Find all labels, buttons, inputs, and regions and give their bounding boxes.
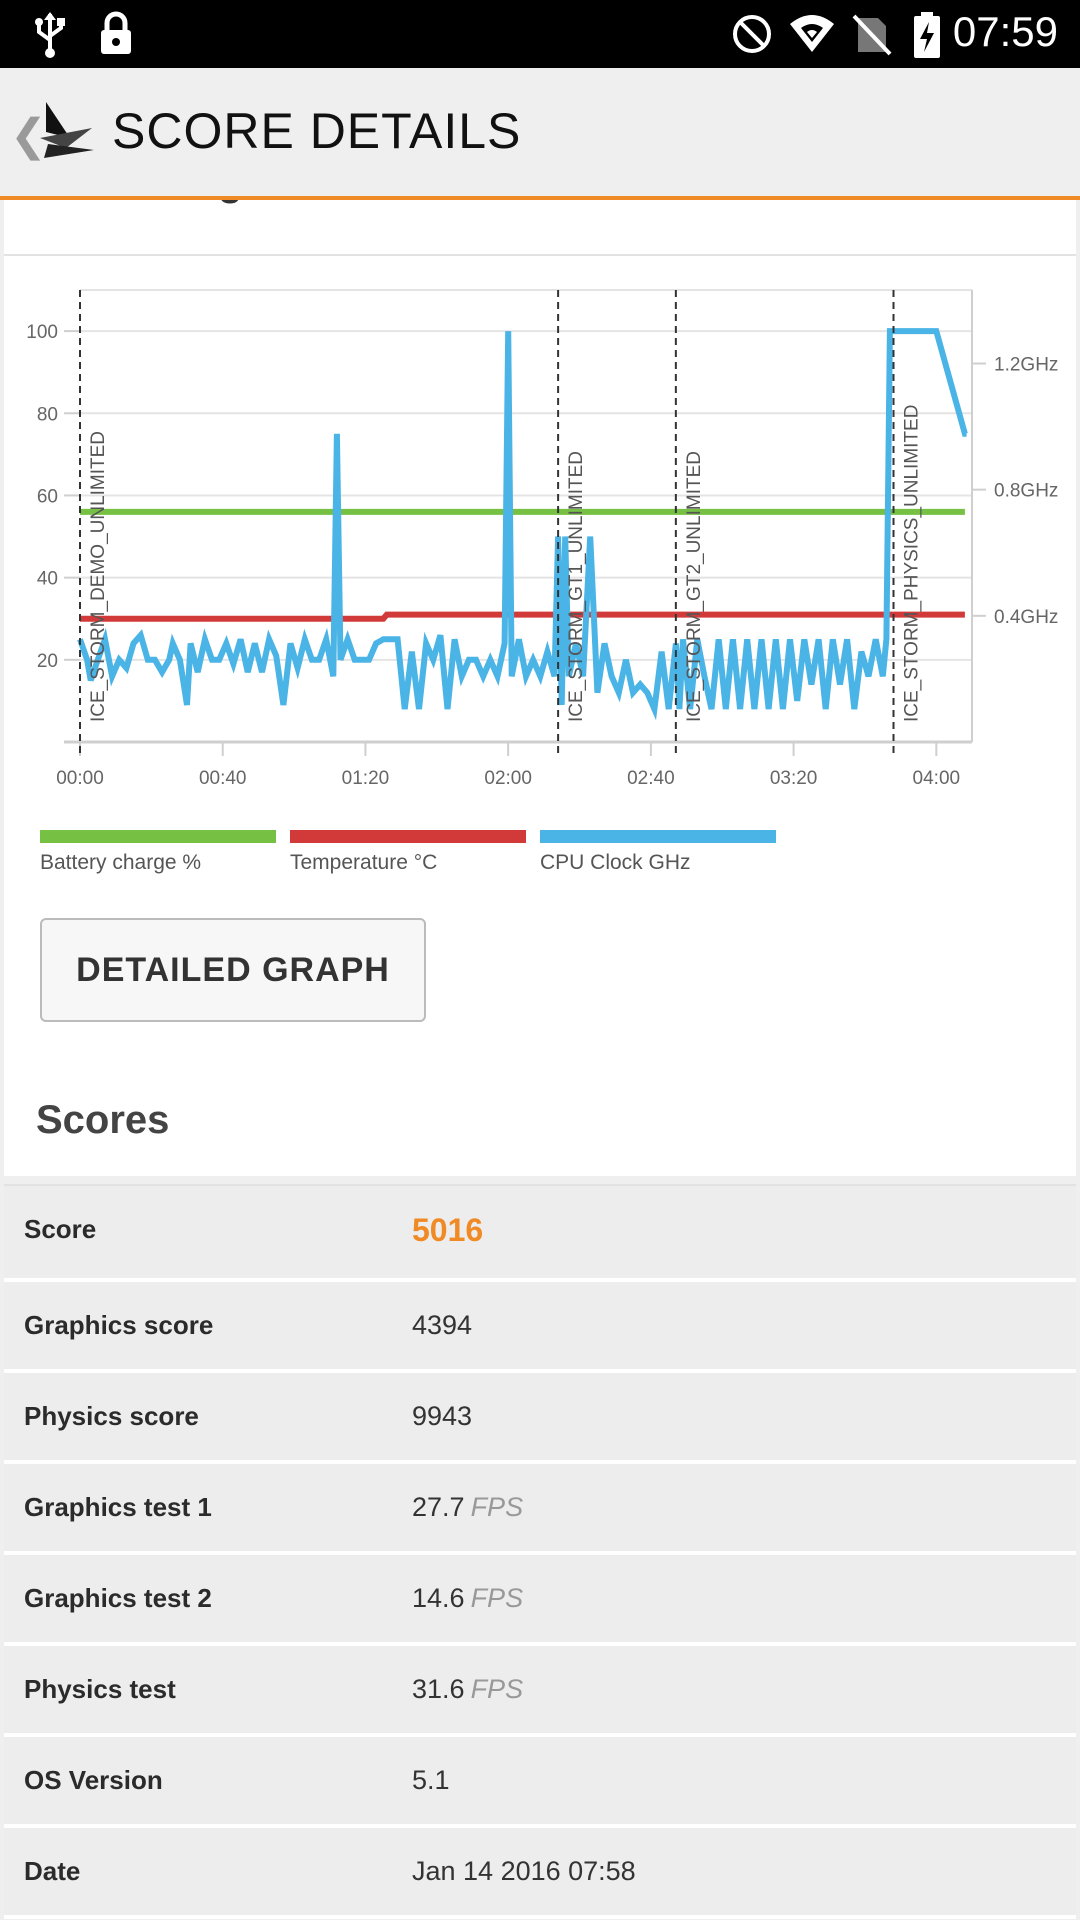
table-row: Physics score 9943 [4,1373,1076,1464]
row-label: Physics score [24,1401,199,1431]
monitoring-chart: 20 40 60 80 100 0.4GHz 0.8GHz 1.2GHz 00:00 00:40 0… [26,289,1058,789]
y-right-tick-label: 1.2GHz [994,354,1058,375]
divider [4,1184,1076,1186]
detailed-graph-button[interactable]: DETAILED GRAPH [40,918,426,1022]
x-tick-label: 03:20 [770,768,818,789]
row-value: 31.6 FPS [412,1674,523,1705]
row-value: Jan 14 2016 07:58 [412,1856,636,1887]
monitoring-heading: Monitoring data [36,196,336,205]
page-title: SCORE DETAILS [112,103,522,159]
row-unit: FPS [470,1492,524,1522]
series-line-cpu [77,328,968,721]
legend-item-cpu: CPU Clock GHz [540,830,776,875]
test-marker-label: ICE_STORM_DEMO_UNLIMITED [88,431,109,722]
table-row: Score 5016 [4,1186,1076,1282]
row-label: Graphics test 1 [24,1492,212,1522]
x-tick-label: 01:20 [342,768,390,789]
test-marker-label: ICE_STORM_PHYSICS_UNLIMITED [902,405,923,722]
row-label: Graphics test 2 [24,1583,212,1613]
no-sim-icon [852,14,892,56]
scores-heading: Scores [36,1098,170,1142]
row-value: 4394 [412,1310,472,1341]
y-tick-label: 20 [37,651,58,672]
battery-charging-icon [914,12,940,58]
do-not-disturb-icon [733,15,771,53]
table-row: Date Jan 14 2016 07:58 [4,1828,1076,1919]
x-tick-label: 02:40 [627,768,675,789]
row-value: 5.1 [412,1765,450,1796]
x-tick-label: 00:00 [56,768,104,789]
row-value-number: Jan 14 2016 07:58 [412,1856,636,1886]
chevron-left-icon[interactable]: ❮ [10,111,47,160]
y-tick-label: 80 [37,404,58,425]
row-label: Score [24,1214,97,1244]
legend-swatch-cpu [540,830,776,843]
status-time: 07:59 [952,8,1058,55]
test-marker-label: ICE_STORM_GT2_UNLIMITED [684,451,705,722]
legend-item-battery: Battery charge % [40,830,276,875]
row-value: 5016 [412,1212,484,1248]
y-tick-label: 60 [37,486,58,507]
row-unit: FPS [470,1583,524,1613]
row-value: 9943 [412,1401,472,1432]
status-bar: 07:59 [0,0,1080,68]
legend-label-battery: Battery charge % [40,851,202,874]
y-tick-label: 40 [37,569,58,590]
wifi-icon [790,15,834,52]
row-label: Physics test [24,1674,176,1704]
row-value-number: 31.6 [412,1674,465,1704]
content-scroll-area[interactable]: Monitoring data 20 40 60 80 100 0.4GHz 0.8GHz 1… [0,196,1080,1920]
y-tick-label: 100 [26,322,58,343]
table-row: Graphics test 2 14.6 FPS [4,1555,1076,1646]
row-value-number: 27.7 [412,1492,465,1522]
row-unit: FPS [470,1674,524,1704]
table-row: Graphics test 1 27.7 FPS [4,1464,1076,1555]
chart-legend: Battery charge % Temperature °C CPU Cloc… [40,830,800,890]
table-row: Graphics score 4394 [4,1282,1076,1373]
divider [4,254,1076,256]
row-value-number: 9943 [412,1401,473,1431]
row-value: 14.6 FPS [412,1583,523,1614]
lock-icon [101,11,131,54]
app-bar: ❮ SCORE DETAILS [0,68,1080,200]
row-label: Graphics score [24,1310,214,1340]
legend-label-temperature: Temperature °C [290,851,438,874]
3dmark-logo-icon[interactable] [36,98,96,162]
y-right-tick-label: 0.8GHz [994,481,1058,502]
row-value-number: 14.6 [412,1583,465,1613]
legend-swatch-battery [40,830,276,843]
legend-swatch-temperature [290,830,526,843]
series-line-temperature [80,611,965,622]
row-value-number: 4394 [412,1310,473,1340]
table-row: OS Version 5.1 [4,1737,1076,1828]
scores-table: Score 5016 Graphics score 4394 Physics s… [4,1186,1076,1919]
legend-label-cpu: CPU Clock GHz [540,851,691,874]
table-row: Physics test 31.6 FPS [4,1646,1076,1737]
row-label: Date [24,1856,81,1886]
row-value: 27.7 FPS [412,1492,523,1523]
monitoring-card: Monitoring data 20 40 60 80 100 0.4GHz 0.8GHz 1… [4,196,1076,1186]
y-right-tick-label: 0.4GHz [994,607,1058,628]
x-tick-label: 00:40 [199,768,247,789]
x-tick-label: 04:00 [913,768,961,789]
row-label: OS Version [24,1765,163,1795]
x-tick-label: 02:00 [484,768,532,789]
row-value-number: 5.1 [412,1765,450,1795]
legend-item-temperature: Temperature °C [290,830,526,875]
usb-icon [35,12,65,58]
test-marker-label: ICE_STORM_GT1_UNLIMITED [566,451,587,722]
